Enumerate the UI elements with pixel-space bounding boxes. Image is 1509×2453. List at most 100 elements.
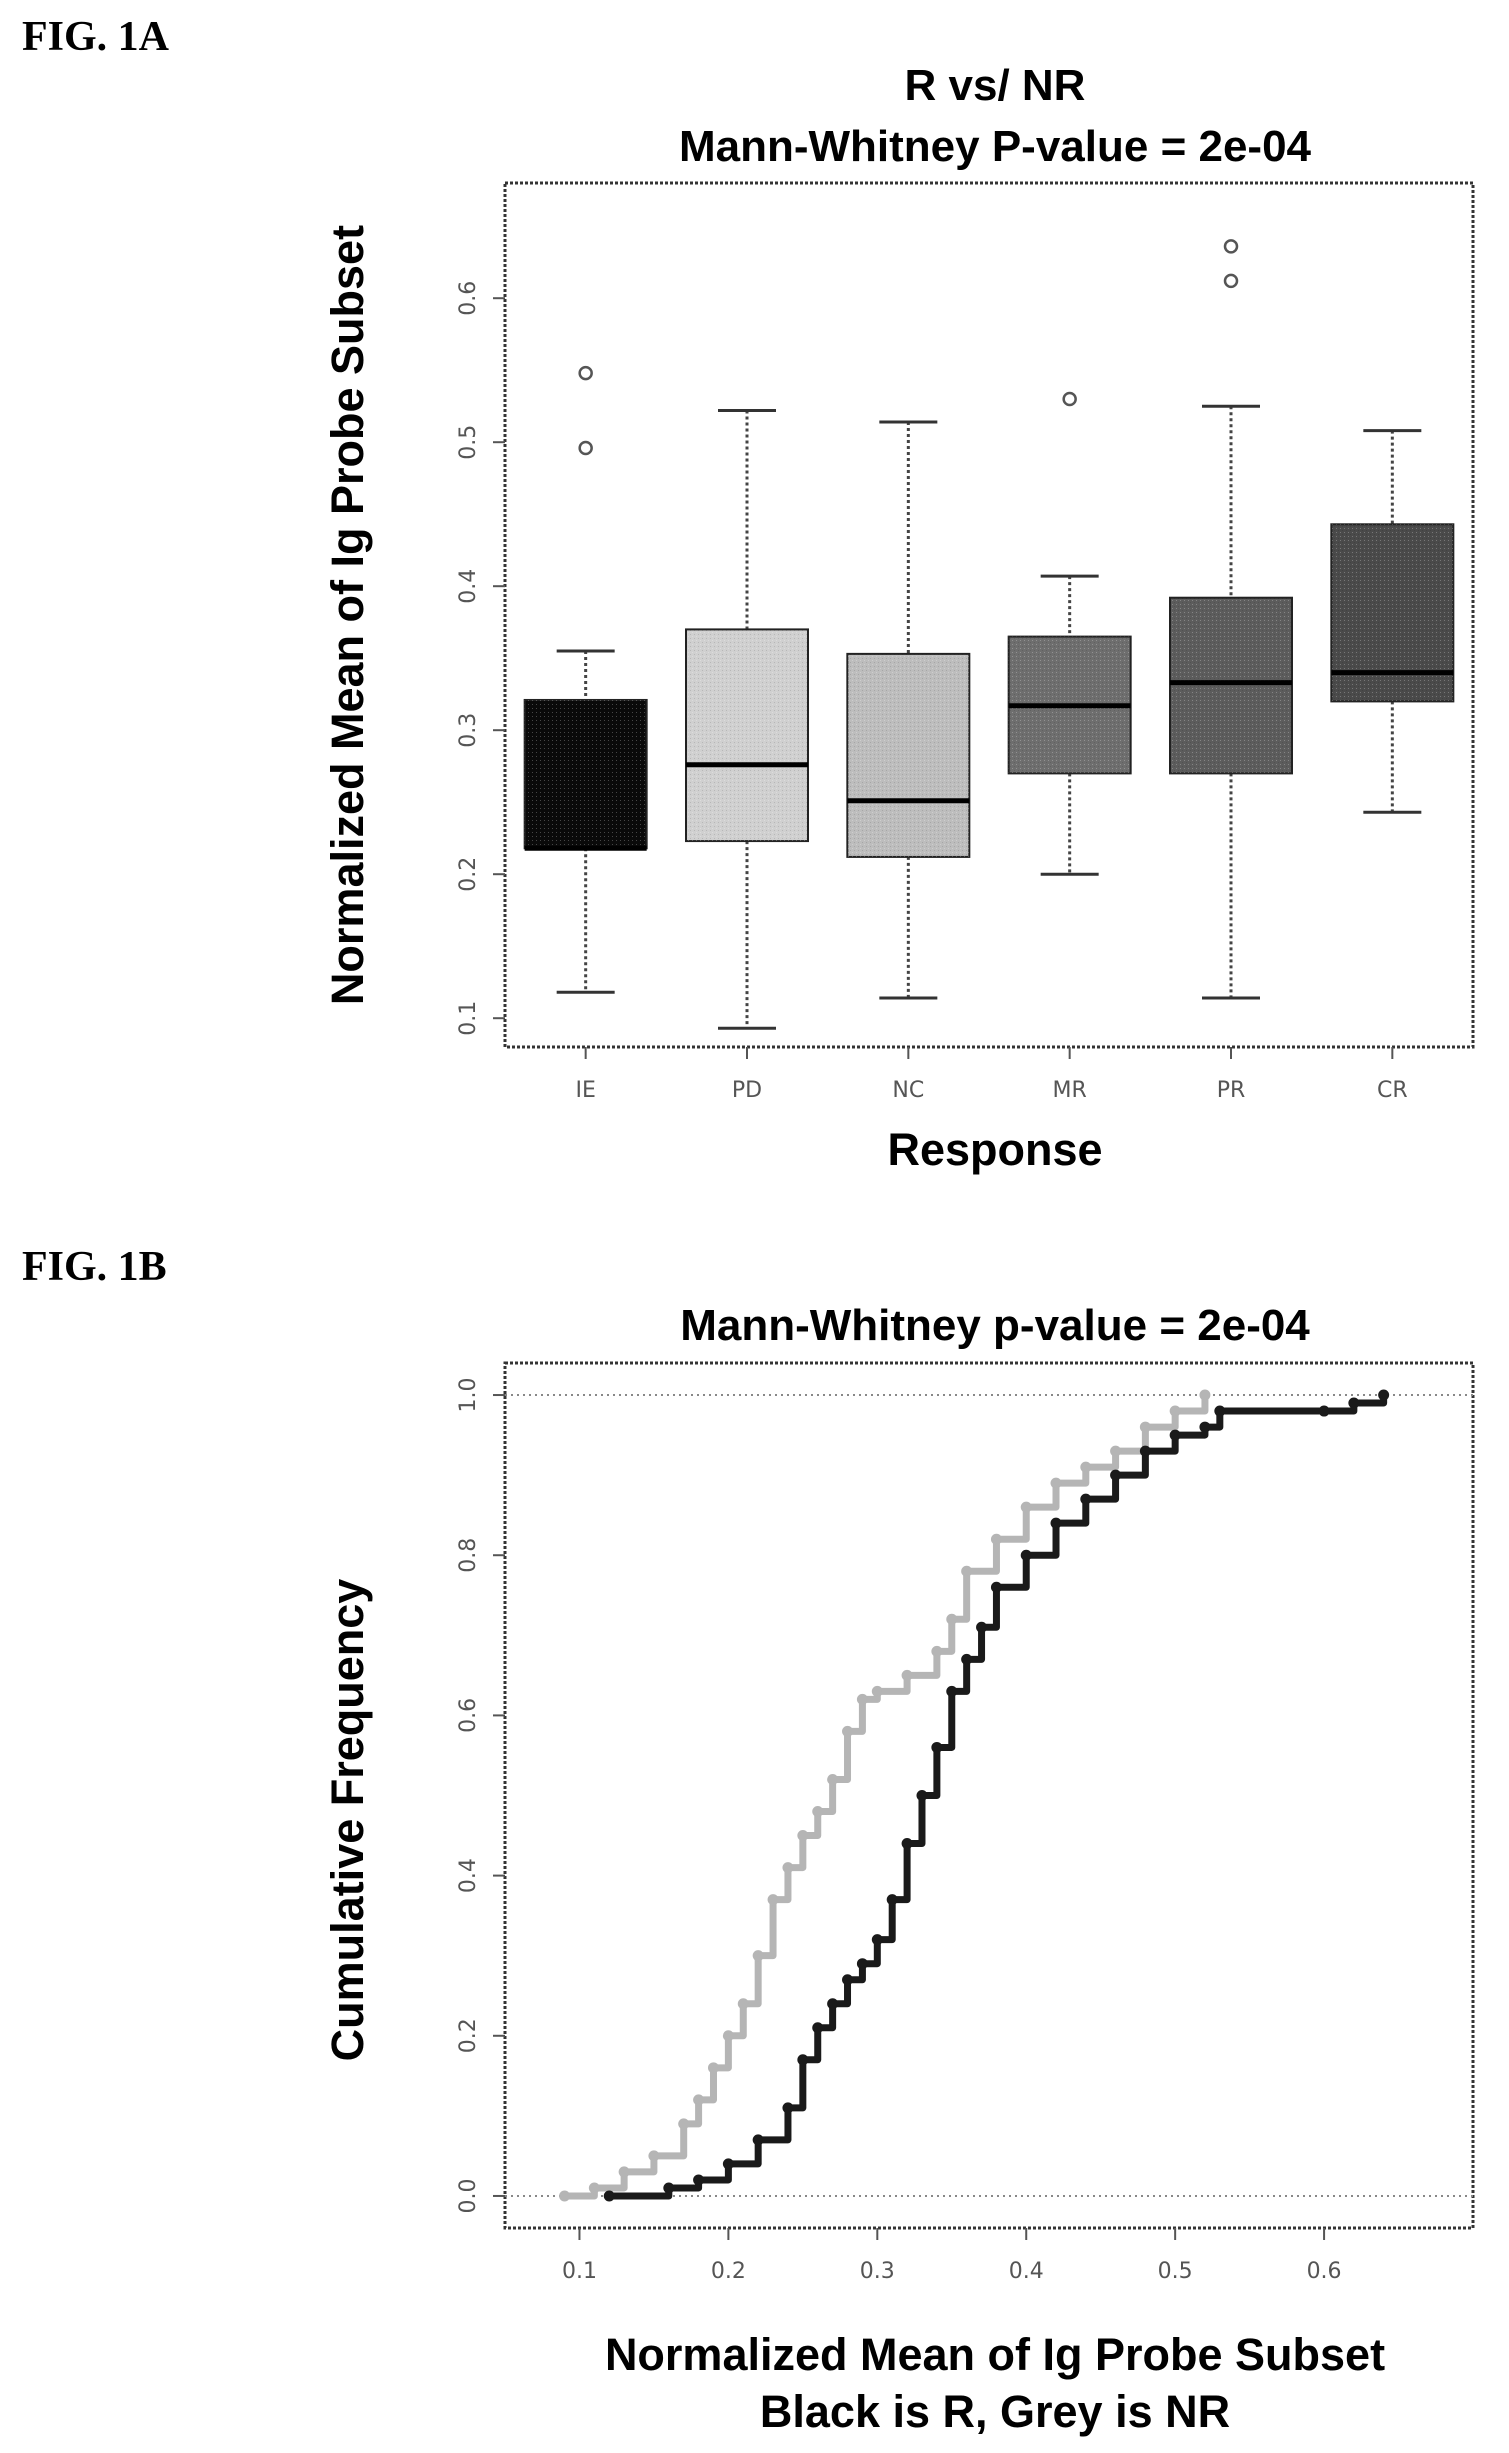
series-point-r-11: [872, 1935, 882, 1945]
series-point-nr-26: [1111, 1446, 1121, 1456]
series-point-r-9: [843, 1975, 853, 1985]
x-tick-label-cr: CR: [1377, 1078, 1408, 1103]
series-point-nr-23: [1021, 1502, 1031, 1512]
series-point-r-7: [813, 2023, 823, 2033]
series-point-r-5: [783, 2103, 793, 2113]
series-point-nr-12: [798, 1831, 808, 1841]
b-x-tick-label-2: 0.3: [860, 2259, 895, 2284]
series-point-r-28: [1319, 1406, 1329, 1416]
box-cr: [1331, 431, 1453, 813]
box-ie: [525, 367, 647, 992]
series-point-nr-18: [902, 1670, 912, 1680]
series-point-nr-21: [962, 1566, 972, 1576]
series-point-nr-10: [768, 1895, 778, 1905]
series-point-r-29: [1349, 1398, 1359, 1408]
box-pd: [686, 411, 808, 1029]
y-tick-label-3: 0.4: [456, 569, 481, 604]
y-tick-label-5: 0.6: [456, 281, 481, 316]
series-point-nr-1: [589, 2183, 599, 2193]
series-point-nr-7: [723, 2031, 733, 2041]
outlier-pr-0: [1225, 275, 1237, 287]
box-nc: [847, 422, 969, 998]
series-point-nr-8: [738, 1999, 748, 2009]
series-line-r: [609, 1395, 1383, 2196]
chart-b-x-axis-title: Normalized Mean of Ig Probe Subset: [605, 2329, 1385, 2380]
series-point-r-10: [857, 1959, 867, 1969]
series-point-nr-17: [872, 1686, 882, 1696]
chart-b-title: Mann-Whitney p-value = 2e-04: [680, 1301, 1310, 1350]
figure: FIG. 1A R vs/ NR Mann-Whitney P-value = …: [0, 0, 1509, 2453]
series-point-nr-4: [679, 2119, 689, 2129]
series-point-r-24: [1140, 1446, 1150, 1456]
series-point-r-14: [917, 1791, 927, 1801]
box-texture-pd: [686, 629, 808, 841]
series-point-r-6: [798, 2055, 808, 2065]
figure-canvas: FIG. 1A R vs/ NR Mann-Whitney P-value = …: [0, 0, 1509, 2453]
series-point-nr-25: [1081, 1462, 1091, 1472]
chart-b-x-tick-labels: 0.10.20.30.40.50.6: [562, 2228, 1342, 2284]
y-tick-label-0: 0.1: [456, 1001, 481, 1036]
series-point-r-8: [828, 1999, 838, 2009]
series-point-r-2: [694, 2175, 704, 2185]
chart-a-x-axis-title: Response: [887, 1124, 1102, 1175]
series-point-r-3: [723, 2159, 733, 2169]
box-pr: [1170, 240, 1292, 998]
series-point-nr-15: [843, 1726, 853, 1736]
chart-a-y-tick-labels: 0.10.20.30.40.50.6: [456, 281, 505, 1036]
x-tick-label-nc: NC: [892, 1078, 924, 1103]
chart-a-y-axis-title: Normalized Mean of Ig Probe Subset: [322, 225, 373, 1005]
b-x-tick-label-1: 0.2: [711, 2259, 746, 2284]
series-point-r-23: [1111, 1470, 1121, 1480]
b-x-tick-label-3: 0.4: [1009, 2259, 1044, 2284]
b-y-tick-label-0: 0.0: [456, 2178, 481, 2213]
series-point-nr-14: [828, 1774, 838, 1784]
series-point-nr-6: [708, 2063, 718, 2073]
y-tick-label-4: 0.5: [456, 425, 481, 460]
series-point-nr-27: [1140, 1422, 1150, 1432]
series-point-r-13: [902, 1839, 912, 1849]
series-point-nr-0: [560, 2191, 570, 2201]
box-texture-ie: [525, 700, 647, 848]
figure-label-1b: FIG. 1B: [22, 1244, 167, 1290]
chart-b-marks: [505, 1390, 1473, 2201]
series-point-r-19: [991, 1582, 1001, 1592]
series-point-r-21: [1051, 1518, 1061, 1528]
series-point-nr-24: [1051, 1478, 1061, 1488]
series-line-nr: [565, 1395, 1205, 2196]
chart-a-title: R vs/ NR: [905, 61, 1086, 110]
series-point-nr-16: [857, 1694, 867, 1704]
x-tick-label-pr: PR: [1217, 1078, 1246, 1103]
b-y-tick-label-5: 1.0: [456, 1378, 481, 1413]
chart-a-subtitle: Mann-Whitney P-value = 2e-04: [679, 122, 1312, 171]
series-point-nr-28: [1170, 1406, 1180, 1416]
outlier-ie-1: [580, 367, 592, 379]
outlier-pr-1: [1225, 240, 1237, 252]
series-point-r-25: [1170, 1430, 1180, 1440]
series-point-r-16: [947, 1686, 957, 1696]
series-point-r-4: [753, 2135, 763, 2145]
series-point-nr-22: [991, 1534, 1001, 1544]
series-point-r-0: [604, 2191, 614, 2201]
series-point-nr-29: [1200, 1390, 1210, 1400]
series-point-nr-13: [813, 1807, 823, 1817]
chart-b-y-tick-labels: 0.00.20.40.60.81.0: [456, 1378, 505, 2214]
b-y-tick-label-2: 0.4: [456, 1858, 481, 1893]
series-point-nr-11: [783, 1863, 793, 1873]
x-tick-label-mr: MR: [1053, 1078, 1087, 1103]
series-point-nr-5: [694, 2095, 704, 2105]
chart-b-y-axis-title: Cumulative Frequency: [322, 1579, 373, 2062]
chart-b-x-axis-subtitle: Black is R, Grey is NR: [760, 2386, 1230, 2437]
series-point-r-26: [1200, 1422, 1210, 1432]
b-x-tick-label-0: 0.1: [562, 2259, 597, 2284]
box-mr: [1009, 393, 1131, 874]
box-texture-nc: [847, 654, 969, 857]
series-point-r-17: [962, 1654, 972, 1664]
series-point-r-18: [977, 1622, 987, 1632]
b-y-tick-label-1: 0.2: [456, 2018, 481, 2053]
series-point-nr-19: [932, 1646, 942, 1656]
b-x-tick-label-5: 0.6: [1307, 2259, 1342, 2284]
chart-b-plot-frame: [505, 1363, 1473, 2228]
series-point-nr-3: [649, 2151, 659, 2161]
b-y-tick-label-4: 0.8: [456, 1538, 481, 1573]
series-point-r-27: [1215, 1406, 1225, 1416]
